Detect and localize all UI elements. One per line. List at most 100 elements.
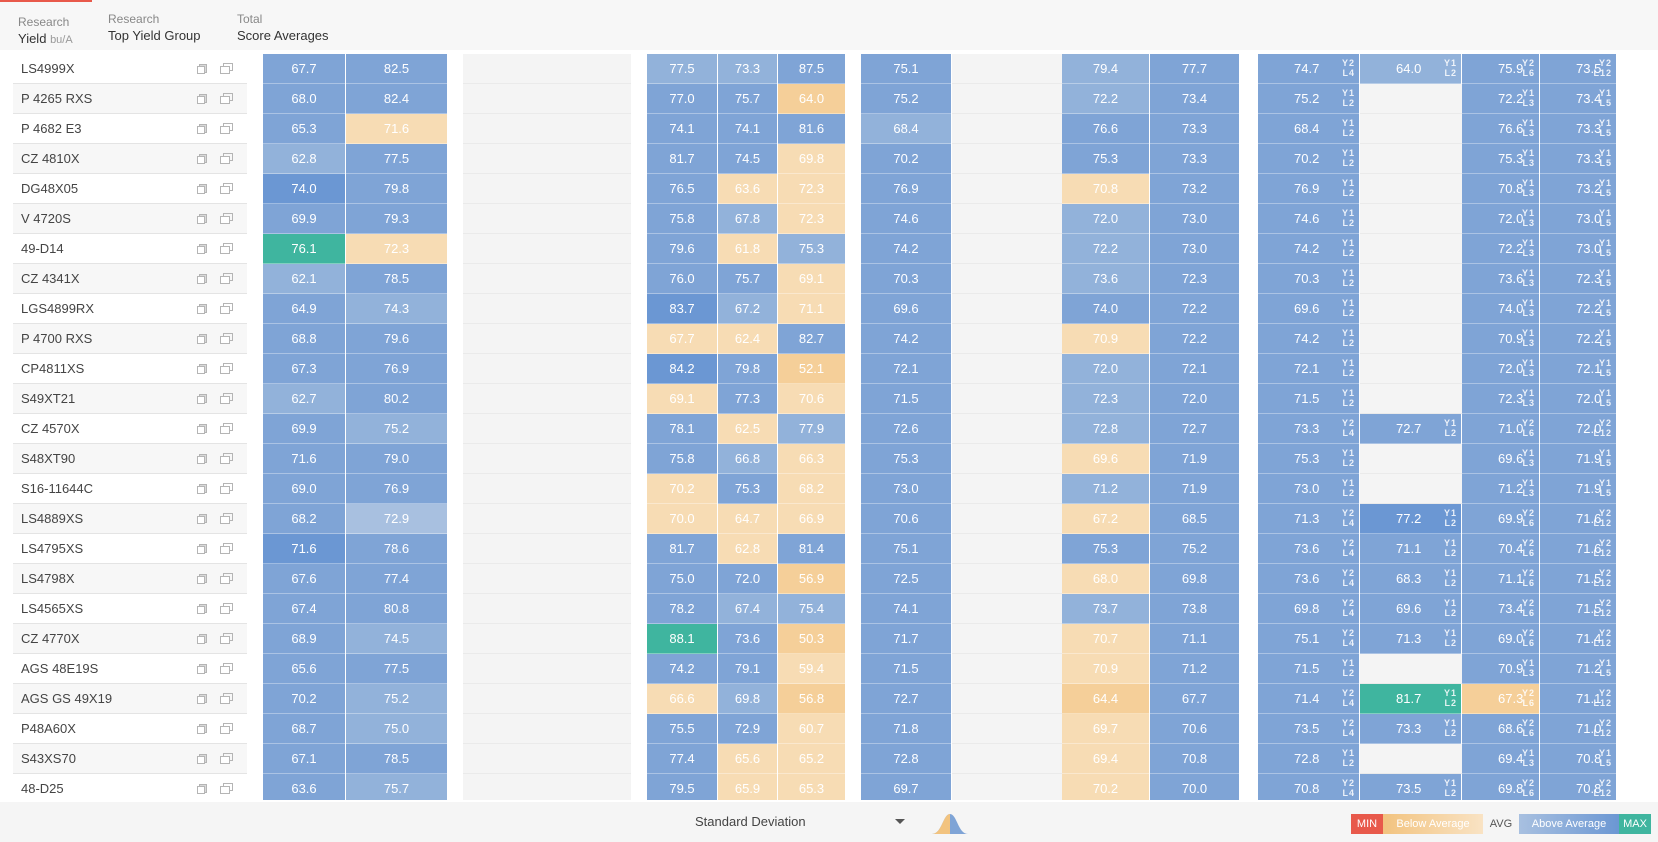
value-cell[interactable]: 71.6 Y2 L12 <box>1540 504 1616 534</box>
value-cell[interactable]: 80.2 <box>346 384 447 414</box>
value-cell[interactable]: 73.0 Y1 L2 <box>1258 474 1359 504</box>
value-cell[interactable]: 73.6 <box>1062 264 1149 294</box>
value-cell[interactable]: 71.5 <box>861 384 951 414</box>
value-cell[interactable]: 77.0 <box>647 84 717 114</box>
value-cell[interactable]: 81.7 <box>647 144 717 174</box>
value-cell[interactable]: 72.2 Y1 L3 <box>1462 84 1539 114</box>
value-cell[interactable]: 69.9 <box>263 414 345 444</box>
value-cell[interactable]: 73.4 <box>1150 84 1239 114</box>
value-cell[interactable]: 76.9 Y1 L2 <box>1258 174 1359 204</box>
value-cell[interactable]: 81.7 <box>647 534 717 564</box>
value-cell[interactable]: 75.0 <box>647 564 717 594</box>
row-hybrid-name[interactable]: AGS 48E19S <box>13 654 247 684</box>
compare-icon[interactable] <box>220 243 233 254</box>
copy-icon[interactable] <box>197 123 209 134</box>
compare-icon[interactable] <box>220 483 233 494</box>
value-cell[interactable]: 72.2 <box>1062 234 1149 264</box>
value-cell[interactable]: 50.3 <box>778 624 845 654</box>
value-cell[interactable]: 87.5 <box>778 54 845 84</box>
value-cell[interactable]: 73.0 <box>1150 234 1239 264</box>
value-cell[interactable]: 75.3 <box>1062 144 1149 174</box>
value-cell[interactable]: 73.6 Y2 L4 <box>1258 534 1359 564</box>
value-cell[interactable]: 69.7 <box>861 774 951 800</box>
value-cell[interactable]: 73.0 Y1 L5 <box>1540 204 1616 234</box>
value-cell[interactable]: 74.5 <box>718 144 777 174</box>
value-cell[interactable]: 74.3 <box>346 294 447 324</box>
value-cell[interactable]: 74.0 <box>263 174 345 204</box>
value-cell[interactable]: 71.9 <box>1150 444 1239 474</box>
value-cell[interactable]: 71.5 <box>861 654 951 684</box>
value-cell[interactable]: 74.2 Y1 L2 <box>1258 234 1359 264</box>
value-cell[interactable]: 73.0 Y1 L5 <box>1540 234 1616 264</box>
value-cell[interactable]: 79.5 <box>647 774 717 800</box>
value-cell[interactable]: 70.3 Y1 L2 <box>1258 264 1359 294</box>
value-cell[interactable]: 73.3 Y1 L5 <box>1540 144 1616 174</box>
value-cell[interactable]: 78.1 <box>647 414 717 444</box>
value-cell[interactable]: 69.6 Y1 L3 <box>1462 444 1539 474</box>
value-cell[interactable]: 73.3 Y2 L4 <box>1258 414 1359 444</box>
value-cell[interactable]: 72.3 <box>1062 384 1149 414</box>
value-cell[interactable]: 79.8 <box>346 174 447 204</box>
compare-icon[interactable] <box>220 723 233 734</box>
row-hybrid-name[interactable]: P48A60X <box>13 714 247 744</box>
value-cell[interactable]: 65.3 <box>778 774 845 800</box>
value-cell[interactable]: 68.2 <box>263 504 345 534</box>
value-cell[interactable]: 69.1 <box>778 264 845 294</box>
value-cell[interactable]: 70.2 <box>861 144 951 174</box>
row-hybrid-name[interactable]: 48-D25 <box>13 774 247 800</box>
value-cell[interactable]: 67.3 Y2 L6 <box>1462 684 1539 714</box>
value-cell[interactable]: 67.2 <box>718 294 777 324</box>
row-hybrid-name[interactable]: CZ 4810X <box>13 144 247 174</box>
value-cell[interactable]: 70.9 Y1 L3 <box>1462 324 1539 354</box>
value-cell[interactable]: 67.3 <box>263 354 345 384</box>
compare-icon[interactable] <box>220 633 233 644</box>
value-cell[interactable]: 74.6 Y1 L2 <box>1258 204 1359 234</box>
value-cell[interactable]: 72.0 Y1 L5 <box>1540 384 1616 414</box>
value-cell[interactable]: 82.5 <box>346 54 447 84</box>
compare-icon[interactable] <box>220 153 233 164</box>
compare-icon[interactable] <box>220 363 233 374</box>
copy-icon[interactable] <box>197 303 209 314</box>
value-cell[interactable]: 65.6 <box>263 654 345 684</box>
value-cell[interactable]: 63.6 <box>718 174 777 204</box>
value-cell[interactable]: 62.5 <box>718 414 777 444</box>
copy-icon[interactable] <box>197 243 209 254</box>
value-cell[interactable]: 74.0 Y1 L3 <box>1462 294 1539 324</box>
value-cell[interactable]: 69.1 <box>647 384 717 414</box>
value-cell[interactable]: 76.1 <box>263 234 345 264</box>
value-cell[interactable]: 73.6 Y2 L4 <box>1258 564 1359 594</box>
value-cell[interactable]: 74.7 Y2 L4 <box>1258 54 1359 84</box>
value-cell[interactable]: 74.2 <box>861 234 951 264</box>
value-cell[interactable]: 88.1 <box>647 624 717 654</box>
value-cell[interactable]: 60.7 <box>778 714 845 744</box>
value-cell[interactable]: 70.8 Y1 L3 <box>1462 174 1539 204</box>
value-cell[interactable]: 83.7 <box>647 294 717 324</box>
value-cell[interactable]: 75.5 <box>647 714 717 744</box>
value-cell[interactable]: 73.3 <box>1150 144 1239 174</box>
value-cell[interactable]: 70.6 <box>861 504 951 534</box>
value-cell[interactable]: 71.5 Y1 L2 <box>1258 654 1359 684</box>
value-cell[interactable]: 69.4 Y1 L3 <box>1462 744 1539 774</box>
value-cell[interactable]: 70.6 <box>778 384 845 414</box>
value-cell[interactable]: 71.1 <box>1150 624 1239 654</box>
value-cell[interactable]: 65.2 <box>778 744 845 774</box>
row-hybrid-name[interactable]: CZ 4570X <box>13 414 247 444</box>
value-cell[interactable]: 68.9 <box>263 624 345 654</box>
value-cell[interactable]: 77.7 <box>1150 54 1239 84</box>
value-cell[interactable]: 78.5 <box>346 264 447 294</box>
value-cell[interactable]: 70.2 <box>1062 774 1149 800</box>
compare-icon[interactable] <box>220 513 233 524</box>
value-cell[interactable]: 67.1 <box>263 744 345 774</box>
value-cell[interactable]: 62.4 <box>718 324 777 354</box>
value-cell[interactable]: 74.5 <box>346 624 447 654</box>
value-cell[interactable]: 73.5 Y1 L2 <box>1360 774 1461 800</box>
copy-icon[interactable] <box>197 93 209 104</box>
row-hybrid-name[interactable]: LS4889XS <box>13 504 247 534</box>
value-cell[interactable]: 79.3 <box>346 204 447 234</box>
value-cell[interactable]: 77.3 <box>718 384 777 414</box>
value-cell[interactable]: 72.3 <box>1150 264 1239 294</box>
value-cell[interactable]: 72.8 Y1 L2 <box>1258 744 1359 774</box>
value-cell[interactable]: 66.6 <box>647 684 717 714</box>
copy-icon[interactable] <box>197 453 209 464</box>
value-cell[interactable]: 72.2 <box>1062 84 1149 114</box>
